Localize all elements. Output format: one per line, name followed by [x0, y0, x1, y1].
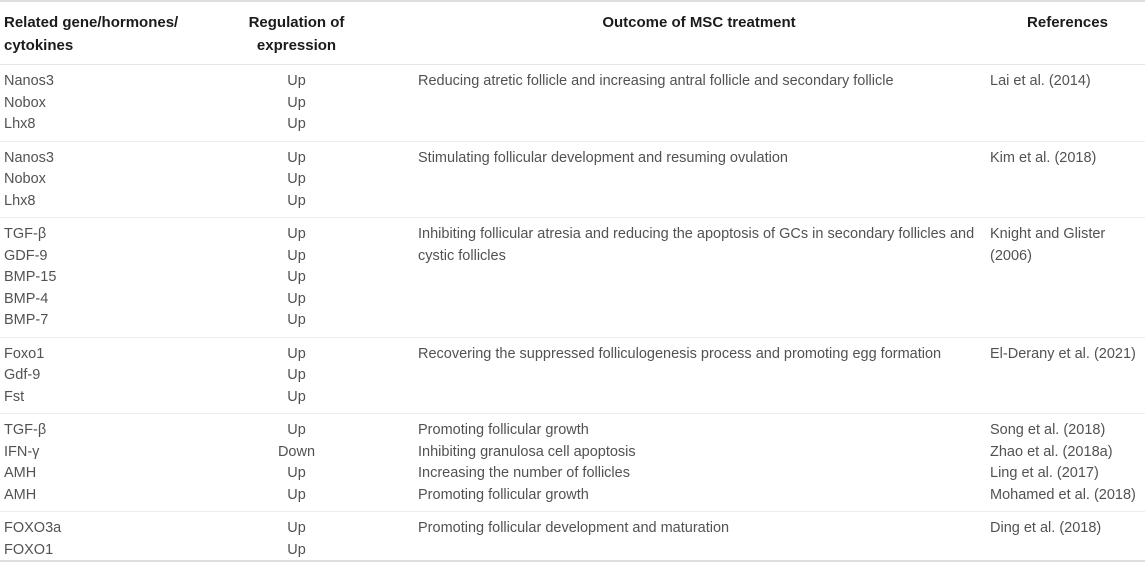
- outcome-text: Increasing the number of follicles: [418, 465, 630, 481]
- outcome-text-column: Recovering the suppressed folliculogenes…: [418, 344, 980, 409]
- outcome-text: Stimulating follicular development and r…: [418, 149, 788, 166]
- regulation-value-column: Up Up Up: [229, 148, 364, 213]
- table-row-group: Foxo1 Gdf-9 Fst Up Up Up Recovering the suppre…: [0, 338, 1145, 414]
- table-body: Nanos3 Nobox Lhx8 Up Up Up Reducing atretic fo…: [0, 65, 1145, 560]
- table-row-group: Nanos3 Nobox Lhx8 Up Up Up Stimulating follicu…: [0, 142, 1145, 218]
- reference-text-column: Knight and Glister (2006): [990, 224, 1145, 332]
- header-regulation: Regulation of expression: [248, 14, 345, 54]
- gene-name-column: TGF-β GDF-9 BMP-15 BMP-4 BMP-7: [4, 224, 229, 332]
- reference-text: Ding et al. (2018): [990, 520, 1102, 536]
- gene-name: TGF-β: [4, 226, 47, 242]
- outcome-text: Inhibiting granulosa cell apoptosis: [418, 443, 636, 460]
- gene-name: AMH: [4, 465, 37, 481]
- header-references: References: [1027, 14, 1108, 31]
- outcome-text-column: Inhibiting follicular atresia and reduci…: [418, 224, 980, 332]
- regulation-value: Up: [287, 73, 306, 89]
- gene-name: Foxo1: [4, 345, 45, 362]
- table-row-group: FOXO3a FOXO1 Up Up Promoting follicular deve…: [0, 512, 1145, 560]
- outcome-text: Recovering the suppressed folliculogenes…: [418, 345, 942, 362]
- outcome-text: Inhibiting follicular atresia and reduci…: [418, 226, 975, 264]
- regulation-value-column: Up Up: [229, 518, 364, 560]
- regulation-value: Up: [287, 486, 306, 503]
- table-row-group: TGF-β IFN-γ AMH AMH Up Down Up Up Promoting foll…: [0, 414, 1145, 512]
- regulation-value: Up: [287, 312, 306, 328]
- regulation-value: Up: [287, 247, 306, 264]
- reference-text-column: Ding et al. (2018): [990, 518, 1145, 560]
- gene-name: AMH: [4, 486, 37, 503]
- table-header-row: Related gene/hormones/ cytokines Regulat…: [0, 2, 1145, 65]
- gene-name: Nanos3: [4, 149, 54, 166]
- gene-name: Nobox: [4, 94, 46, 111]
- gene-name-column: FOXO3a FOXO1: [4, 518, 229, 560]
- table-row-group: Nanos3 Nobox Lhx8 Up Up Up Reducing atretic fo…: [0, 65, 1145, 142]
- regulation-value-column: Up Down Up Up: [229, 420, 364, 506]
- gene-name: Gdf-9: [4, 367, 41, 383]
- outcome-text: Promoting follicular development and mat…: [418, 520, 730, 536]
- gene-name: TGF-β: [4, 422, 47, 438]
- regulation-value: Up: [287, 345, 306, 362]
- regulation-value: Up: [287, 541, 306, 558]
- reference-text: Lai et al. (2014): [990, 73, 1091, 89]
- gene-name: BMP-4: [4, 290, 49, 307]
- gene-name: Lhx8: [4, 192, 36, 209]
- regulation-value: Up: [287, 367, 306, 383]
- gene-name: BMP-7: [4, 312, 49, 328]
- reference-text-column: Song et al. (2018) Zhao et al. (2018a) Lin…: [990, 420, 1145, 506]
- regulation-value: Up: [287, 171, 306, 187]
- reference-text: Knight and Glister (2006): [990, 226, 1106, 264]
- reference-text: El-Derany et al. (2021): [990, 345, 1136, 362]
- gene-name: FOXO1: [4, 541, 54, 558]
- reference-text: Zhao et al. (2018a): [990, 443, 1113, 460]
- regulation-value: Up: [287, 149, 306, 166]
- header-related-genes: Related gene/hormones/ cytokines: [4, 14, 179, 54]
- outcome-text: Reducing atretic follicle and increasing…: [418, 73, 894, 89]
- regulation-value: Up: [287, 94, 306, 111]
- gene-name: FOXO3a: [4, 520, 62, 536]
- regulation-value: Up: [287, 388, 306, 405]
- regulation-value: Up: [287, 269, 306, 285]
- reference-text-column: Kim et al. (2018): [990, 148, 1145, 213]
- gene-name: BMP-15: [4, 269, 57, 285]
- regulation-value: Down: [277, 443, 316, 460]
- regulation-value: Up: [287, 116, 306, 132]
- reference-text: Song et al. (2018): [990, 422, 1106, 438]
- gene-name-column: TGF-β IFN-γ AMH AMH: [4, 420, 229, 506]
- regulation-value: Up: [287, 226, 306, 242]
- regulation-value: Up: [287, 192, 306, 209]
- regulation-value-column: Up Up Up Up Up: [229, 224, 364, 332]
- regulation-value-column: Up Up Up: [229, 71, 364, 136]
- gene-name-column: Nanos3 Nobox Lhx8: [4, 71, 229, 136]
- regulation-value: Up: [287, 465, 306, 481]
- regulation-value: Up: [287, 290, 306, 307]
- gene-name: Nobox: [4, 171, 46, 187]
- gene-name: Nanos3: [4, 73, 54, 89]
- reference-text: Ling et al. (2017): [990, 465, 1099, 481]
- gene-name: Lhx8: [4, 116, 36, 132]
- outcome-text-column: Stimulating follicular development and r…: [418, 148, 980, 213]
- regulation-value: Up: [287, 520, 306, 536]
- reference-text: Kim et al. (2018): [990, 149, 1097, 166]
- reference-text-column: Lai et al. (2014): [990, 71, 1145, 136]
- table-row-group: TGF-β GDF-9 BMP-15 BMP-4 BMP-7 Up Up Up Up Up Inhi…: [0, 218, 1145, 338]
- outcome-text-column: Reducing atretic follicle and increasing…: [418, 71, 980, 136]
- regulation-value: Up: [287, 422, 306, 438]
- gene-name-column: Nanos3 Nobox Lhx8: [4, 148, 229, 213]
- outcome-text: Promoting follicular growth: [418, 422, 589, 438]
- gene-name: Fst: [4, 388, 25, 405]
- outcome-text: Promoting follicular growth: [418, 486, 589, 503]
- gene-name: GDF-9: [4, 247, 48, 264]
- reference-text: Mohamed et al. (2018): [990, 486, 1136, 503]
- outcome-text-column: Promoting follicular development and mat…: [418, 518, 980, 560]
- reference-text-column: El-Derany et al. (2021): [990, 344, 1145, 409]
- gene-name-column: Foxo1 Gdf-9 Fst: [4, 344, 229, 409]
- gene-name: IFN-γ: [4, 443, 40, 460]
- header-outcome: Outcome of MSC treatment: [602, 14, 796, 31]
- regulation-value-column: Up Up Up: [229, 344, 364, 409]
- outcome-text-column: Promoting follicular growth Inhibiting gr…: [418, 420, 980, 506]
